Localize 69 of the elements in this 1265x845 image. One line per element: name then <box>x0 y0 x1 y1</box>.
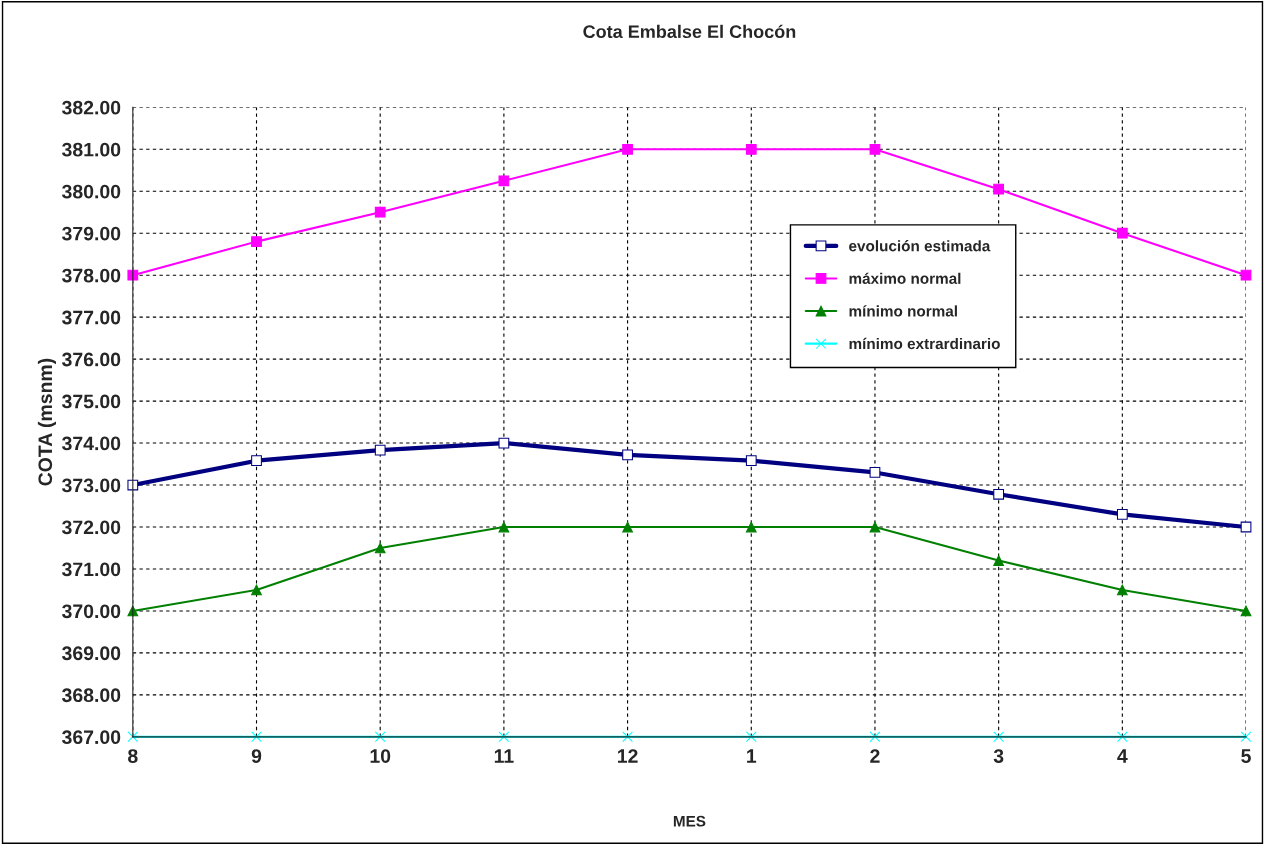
y-tick-label: 379.00 <box>62 226 121 241</box>
point <box>622 449 633 461</box>
y-tick-label: 378.00 <box>62 268 121 283</box>
point <box>869 467 881 478</box>
point <box>1240 605 1252 617</box>
y-tick-label: 374.00 <box>62 436 121 451</box>
y-tick-label: 381.00 <box>62 142 121 157</box>
point <box>745 521 757 533</box>
x-tick-label: 5 <box>1241 749 1251 763</box>
point <box>498 175 510 187</box>
x-tick-label: 11 <box>494 749 514 763</box>
y-tick-label: 370.00 <box>62 604 121 619</box>
x-tick-label: 9 <box>251 749 262 763</box>
x-tick-label: 1 <box>747 749 757 763</box>
point <box>251 731 262 743</box>
x-tick-label: 12 <box>617 749 638 763</box>
point <box>745 731 757 743</box>
y-tick-label: 375.00 <box>62 394 121 409</box>
y-tick-label: 368.00 <box>62 688 121 703</box>
point <box>127 731 139 743</box>
point <box>993 731 1005 743</box>
point <box>1116 509 1128 520</box>
legend-label: máximo normal <box>849 272 961 284</box>
point <box>498 521 510 533</box>
point <box>1116 227 1128 239</box>
x-tick-label: 3 <box>993 749 1004 763</box>
legend-label: mínimo extrardinario <box>849 337 1000 350</box>
point <box>374 542 386 554</box>
x-tick-label: 4 <box>1117 749 1128 763</box>
point <box>127 269 139 281</box>
y-tick-label: 376.00 <box>62 352 121 367</box>
point <box>251 455 262 467</box>
y-tick-label: 371.00 <box>62 562 121 577</box>
point <box>1240 269 1252 281</box>
point <box>993 183 1005 195</box>
chart-title: Cota Embalse El Chocón <box>583 24 796 39</box>
point <box>251 584 262 596</box>
y-axis-title: COTA (msnm) <box>37 358 56 486</box>
point <box>869 521 881 533</box>
point <box>622 521 633 533</box>
point <box>251 236 262 247</box>
y-tick-label: 369.00 <box>62 646 121 661</box>
y-tick-label: 380.00 <box>62 184 121 199</box>
point <box>622 731 633 743</box>
point <box>993 555 1005 566</box>
x-axis-title: MES <box>673 815 706 827</box>
point <box>869 143 881 155</box>
point <box>745 143 757 155</box>
point <box>374 206 386 218</box>
y-tick-label: 382.00 <box>62 100 121 115</box>
point <box>1240 731 1252 743</box>
point <box>993 488 1005 500</box>
point <box>1116 731 1128 743</box>
point <box>745 455 757 467</box>
x-tick-label: 2 <box>870 749 880 763</box>
x-tick-label: 10 <box>370 749 391 763</box>
point <box>1116 584 1128 596</box>
y-tick-label: 367.00 <box>62 730 121 745</box>
x-tick-label: 8 <box>128 749 138 763</box>
point <box>374 731 386 743</box>
legend-label: evolución estimada <box>849 240 991 252</box>
y-tick-label: 372.00 <box>62 520 121 535</box>
point <box>374 444 386 456</box>
point <box>622 143 633 155</box>
legend-label: mínimo normal <box>849 305 957 317</box>
y-tick-label: 373.00 <box>62 478 121 493</box>
point <box>498 731 510 743</box>
point <box>869 731 881 743</box>
y-tick-label: 377.00 <box>62 310 121 325</box>
